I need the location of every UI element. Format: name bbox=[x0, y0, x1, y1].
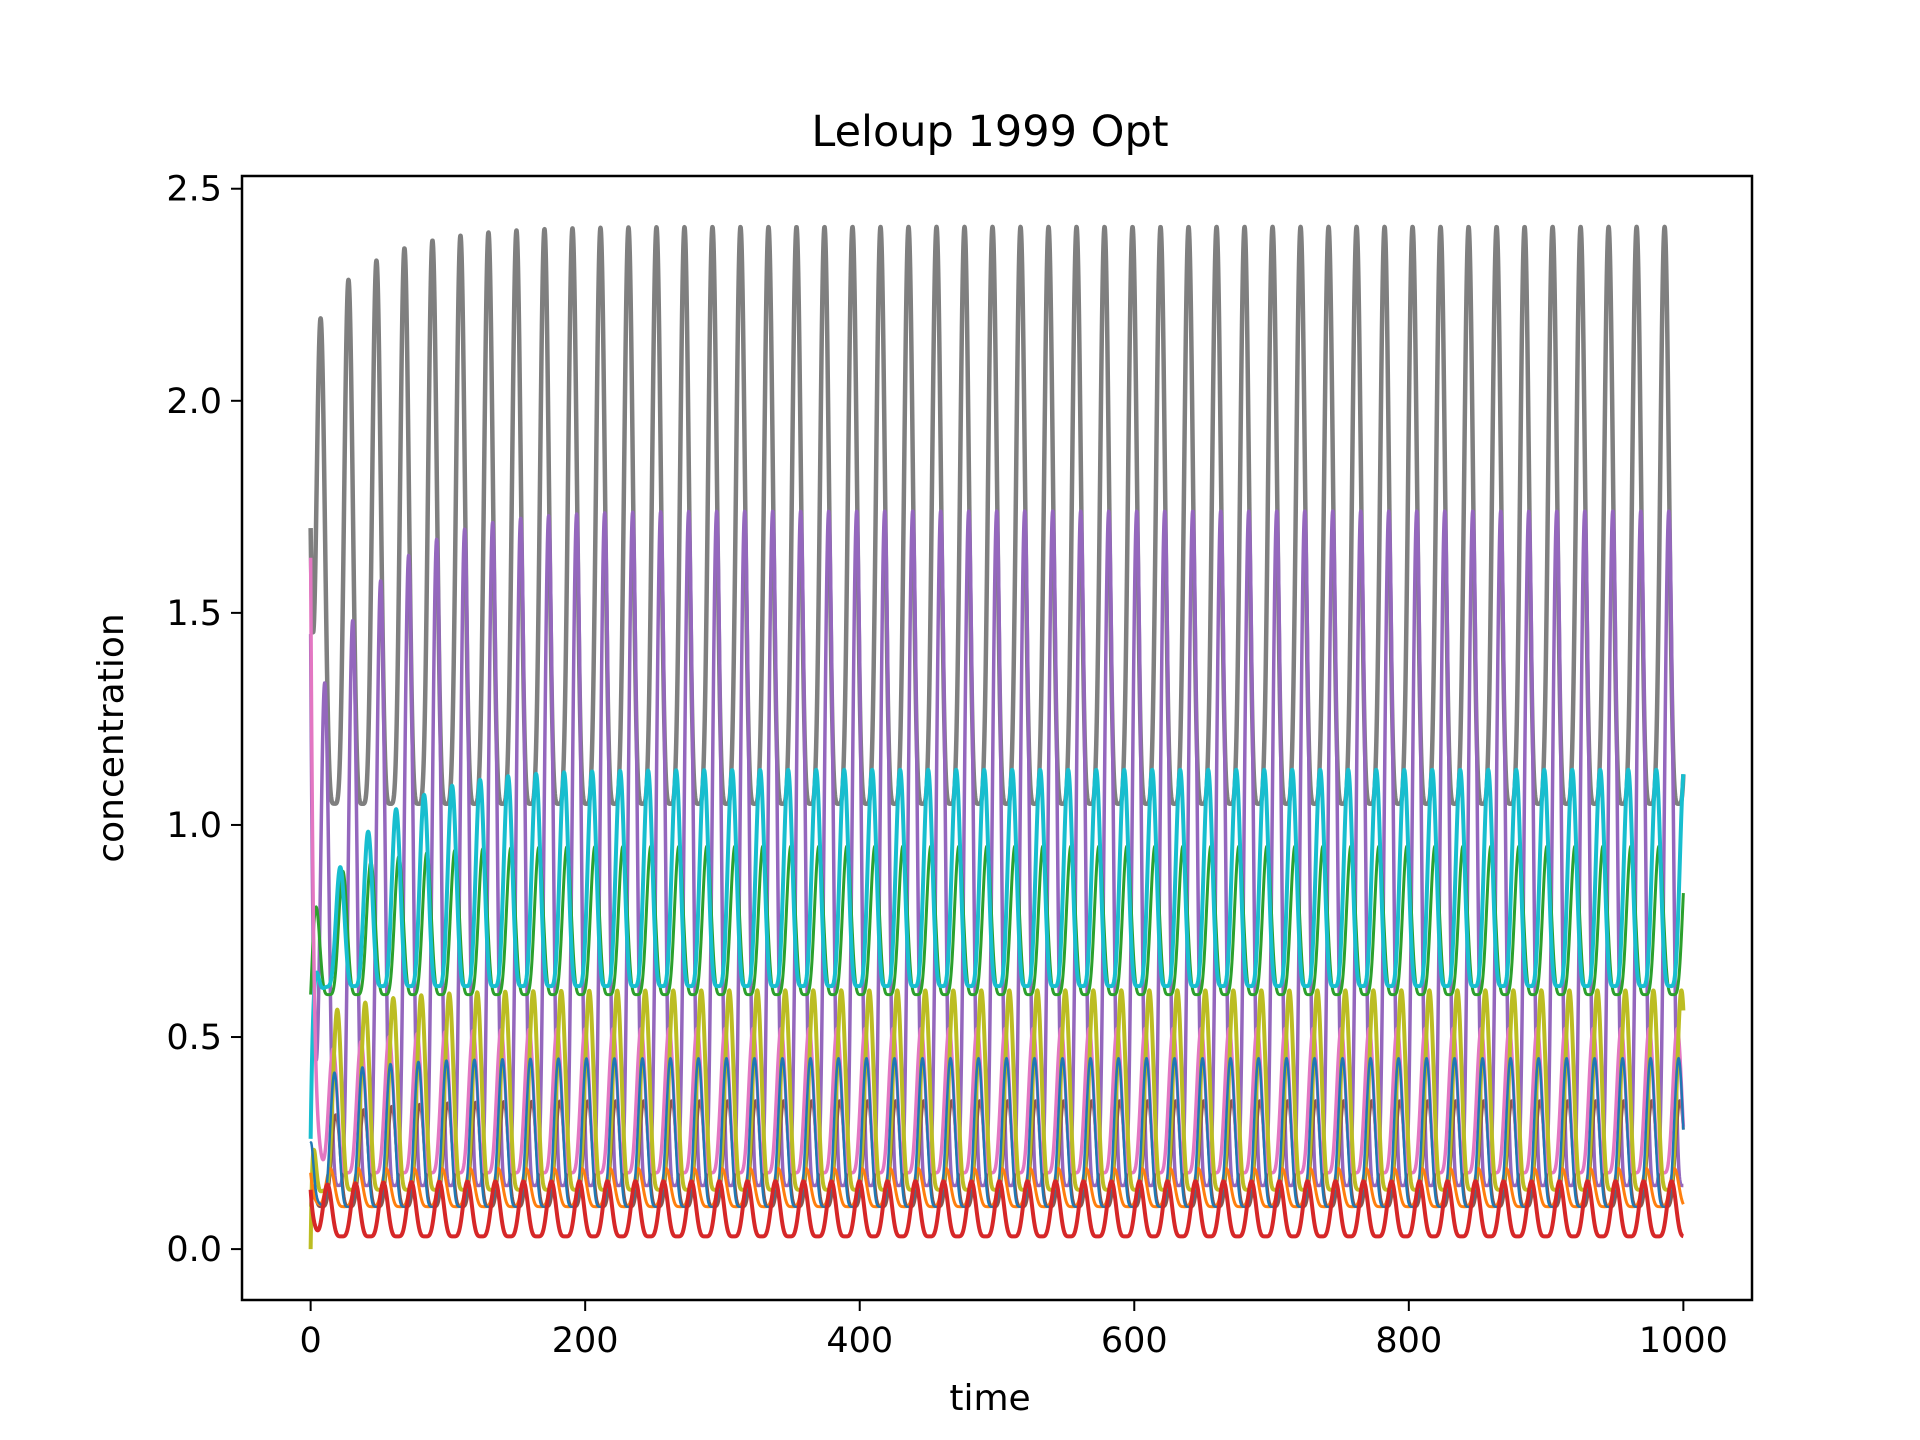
y-tick-label: 1.5 bbox=[166, 594, 222, 634]
chart-title: Leloup 1999 Opt bbox=[811, 107, 1168, 157]
x-tick-label: 200 bbox=[552, 1321, 619, 1361]
y-tick-label: 1.0 bbox=[166, 806, 222, 846]
series-line-10 bbox=[308, 1179, 1686, 1239]
y-axis-label: concentration bbox=[91, 613, 132, 862]
x-tick-label: 600 bbox=[1101, 1321, 1168, 1361]
y-tick-label: 0.5 bbox=[166, 1018, 222, 1058]
series-layer bbox=[308, 224, 1686, 1250]
x-axis-label: time bbox=[949, 1378, 1030, 1419]
y-axis: 0.0 0.5 1.0 1.5 2.0 2.5 bbox=[166, 170, 242, 1270]
x-tick-label: 400 bbox=[826, 1321, 893, 1361]
y-tick-label: 2.0 bbox=[166, 382, 222, 422]
series-line-1 bbox=[308, 224, 1686, 806]
y-tick-label: 0.0 bbox=[166, 1230, 222, 1270]
x-tick-label: 800 bbox=[1375, 1321, 1442, 1361]
y-tick-label: 2.5 bbox=[166, 170, 222, 210]
x-tick-label: 0 bbox=[299, 1321, 321, 1361]
x-axis: 0 200 400 600 800 1000 bbox=[299, 1300, 1728, 1361]
series-line-4 bbox=[308, 767, 1686, 1139]
x-tick-label: 1000 bbox=[1639, 1321, 1728, 1361]
plot-area-frame bbox=[240, 174, 1754, 1302]
